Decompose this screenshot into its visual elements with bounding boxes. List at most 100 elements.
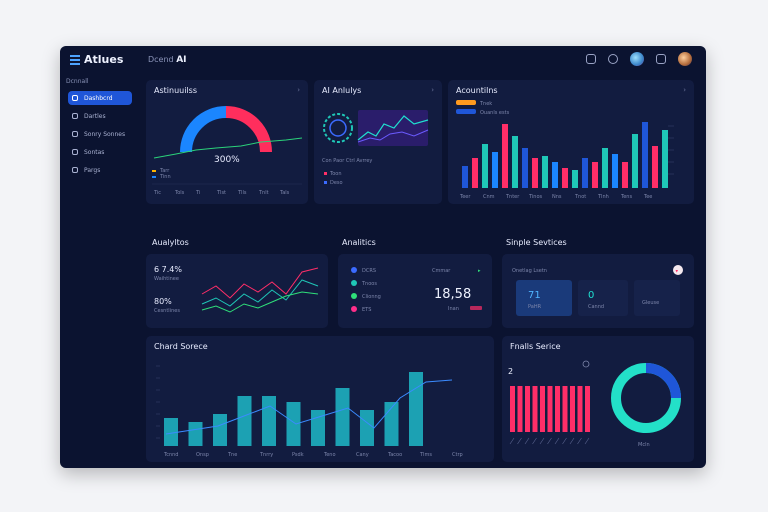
x-tick-label: Teno bbox=[323, 452, 336, 458]
chard-bar bbox=[409, 372, 423, 446]
accounts-bar bbox=[562, 168, 568, 188]
chard-source-chart: Tcnnd Onsp Tne Tnrry Psdk Teno Cany Tacoo Tlms Ct… bbox=[156, 365, 463, 458]
accounts-bar bbox=[642, 122, 648, 188]
fnalls-bar bbox=[585, 386, 590, 432]
chard-bar bbox=[262, 396, 276, 446]
fnalls-bar bbox=[517, 386, 523, 432]
logo-text: Atlues bbox=[84, 53, 124, 66]
more-icon[interactable]: › bbox=[683, 86, 686, 94]
chard-trend-line bbox=[165, 379, 453, 435]
fnalls-tick bbox=[569, 437, 575, 445]
service-label: Cannd bbox=[588, 304, 604, 310]
accounts-x-labels: Teer Cnm Tnter Tinos Nns Tnot Tlnh Tens Tee bbox=[459, 194, 652, 200]
accounts-bars bbox=[462, 122, 674, 188]
sidebar-item-dartles[interactable]: Dartles bbox=[68, 109, 132, 123]
simple-services-summary: Onetlag Lsetn ▾ 71 PaHR 0 Cannd Gleuse bbox=[512, 265, 683, 316]
card-title: Chard Sorece bbox=[154, 342, 208, 351]
card-title: Astinuuilss bbox=[154, 86, 197, 95]
bell-icon[interactable] bbox=[608, 54, 618, 64]
fnalls-tick bbox=[517, 437, 522, 445]
line-series-pink bbox=[201, 267, 319, 299]
legend-swatch bbox=[152, 176, 156, 178]
sidebar-item-label: Pargs bbox=[84, 166, 101, 174]
accounts-bar bbox=[482, 144, 488, 188]
info-icon bbox=[582, 360, 590, 368]
legend-label: Toon bbox=[329, 171, 342, 177]
fnalls-bar bbox=[547, 386, 553, 432]
fnalls-bars bbox=[509, 386, 590, 445]
x-tick-label: Tinos bbox=[528, 194, 543, 200]
card-title: Sinple Sevtices bbox=[506, 238, 567, 247]
ai-analytics-visual: Con Paor Ctrl Avrrey Toon Deso bbox=[322, 110, 429, 186]
chart-icon bbox=[72, 113, 78, 119]
sidebar-item-services[interactable]: Sonry Sonnes bbox=[68, 127, 132, 141]
sidebar-item-label: Sonry Sonnes bbox=[84, 130, 126, 138]
brand-strong: AI bbox=[176, 55, 187, 65]
card-title: Fnalls Serice bbox=[510, 342, 561, 351]
fnalls-bar bbox=[577, 386, 583, 432]
status-dot bbox=[351, 293, 357, 299]
fnalls-service-card: Fnalls Serice 2 Mcln bbox=[502, 336, 694, 462]
x-tick-label: Tic bbox=[153, 190, 161, 196]
service-label: Gleuse bbox=[642, 300, 659, 306]
legend-swatch bbox=[324, 181, 327, 184]
stat-label: Waihtinee bbox=[154, 276, 179, 282]
fnalls-tick bbox=[524, 437, 530, 445]
accounts-bar bbox=[632, 134, 638, 188]
analitics-card: Analitics DCRS Tnoos Clionng ETS Cmmar ▸… bbox=[338, 238, 492, 328]
ai-subtitle: Con Paor Ctrl Avrrey bbox=[322, 158, 372, 164]
big-value: 18,58 bbox=[434, 287, 471, 302]
legend-label: Tnek bbox=[479, 101, 492, 107]
ai-trend-line-2 bbox=[357, 129, 429, 143]
sidebar-item-label: Sontas bbox=[84, 148, 105, 156]
gauge-arc-pink bbox=[225, 106, 272, 153]
chard-bar bbox=[384, 402, 399, 446]
sidebar-item-sontas[interactable]: Sontas bbox=[68, 145, 132, 159]
service-value: 71 bbox=[528, 290, 541, 301]
ai-analytics-card: AI Anlulys › Con Paor Ctrl Avrrey Toon D… bbox=[314, 80, 442, 204]
user-avatar[interactable] bbox=[678, 52, 692, 66]
fnalls-tick bbox=[509, 437, 515, 445]
fnalls-bar bbox=[510, 386, 515, 432]
legend-label: Ouanls ests bbox=[480, 110, 510, 116]
chard-bar bbox=[360, 410, 374, 446]
stat-value: 80% bbox=[154, 297, 172, 306]
logo-icon bbox=[70, 54, 80, 65]
grid-icon bbox=[72, 149, 78, 155]
accounts-bar bbox=[532, 158, 538, 188]
accounts-bar bbox=[602, 148, 608, 188]
radar-inner bbox=[329, 119, 347, 137]
legend-swatch bbox=[324, 172, 327, 175]
simple-services-card: Sinple Sevtices Onetlag Lsetn ▾ 71 PaHR … bbox=[502, 238, 694, 328]
x-tick-label: Tlls bbox=[237, 190, 247, 196]
logo[interactable]: Atlues bbox=[70, 53, 123, 66]
avatar[interactable] bbox=[630, 52, 644, 66]
stat-value: 6 7.4% bbox=[154, 265, 182, 274]
x-tick-label: Tacoo bbox=[387, 452, 402, 458]
x-tick-label: Tnot bbox=[574, 194, 586, 200]
line-series-teal bbox=[201, 279, 319, 307]
accounts-bar bbox=[542, 156, 548, 188]
accounts-bar bbox=[502, 124, 508, 188]
more-icon[interactable]: › bbox=[297, 86, 300, 94]
donut-ring-blue bbox=[645, 363, 681, 399]
chard-source-card: Chard Sorece Tcnnd Onsp Tne Tnrry Psdk Teno Ca… bbox=[146, 336, 494, 462]
service-tile-active bbox=[516, 280, 572, 316]
settings-icon[interactable] bbox=[656, 54, 666, 64]
status-label: DCRS bbox=[362, 268, 376, 274]
accounts-card: Acountilns › Tnek Ouanls ests Teer Cnm Tnt… bbox=[448, 80, 694, 204]
folder-icon[interactable] bbox=[586, 54, 596, 64]
x-tick-label: Cany bbox=[356, 452, 369, 458]
dashboard-window: Atlues Dcend AI Dcnnall Dashbcrd Dartles… bbox=[60, 46, 706, 468]
sidebar-item-dashboard[interactable]: Dashbcrd bbox=[68, 91, 132, 105]
fnalls-bar bbox=[532, 386, 538, 432]
accounts-bar bbox=[662, 130, 668, 188]
card-title: Aualyltos bbox=[152, 238, 189, 247]
sidebar-item-pargs[interactable]: Pargs bbox=[68, 163, 132, 177]
line-series-green bbox=[201, 291, 319, 313]
more-icon[interactable]: › bbox=[431, 86, 434, 94]
fnalls-bar bbox=[570, 386, 575, 432]
right-label: Cmmar bbox=[432, 268, 451, 274]
alert-icon bbox=[673, 265, 683, 275]
chard-bars bbox=[156, 365, 423, 446]
